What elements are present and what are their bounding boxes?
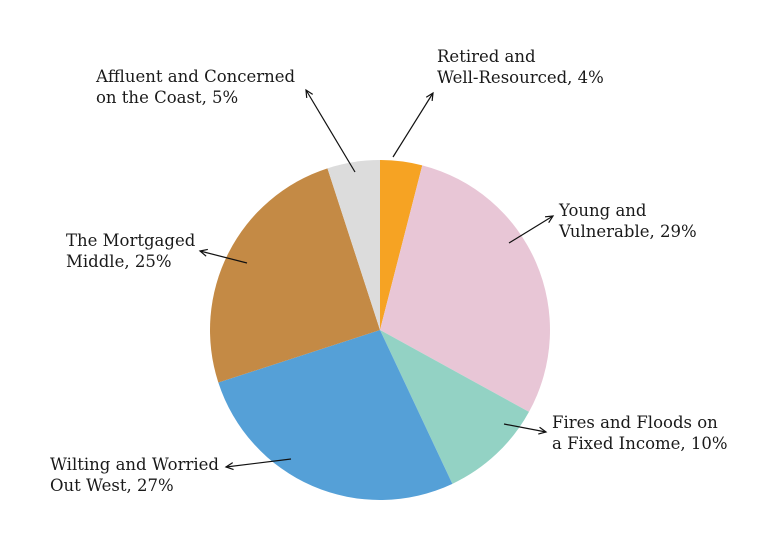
slice-labels: Retired and Well-Resourced, 4% Young and Vu…: [50, 47, 728, 495]
leader-affluent-and-concerned-on-the-coast: [305, 88, 356, 173]
leader-wilting-and-worried-out-west: [224, 458, 292, 471]
leader-fires-and-floods-on-a-fixed-income: [503, 423, 548, 435]
pie-slice-wilting-and-worried-out-west: [218, 330, 453, 500]
pie-slice-young-and-vulnerable: [380, 165, 550, 412]
label-affluent-and-concerned-on-the-coast: Affluent and Concerned on the Coast, 5%: [95, 67, 296, 107]
leader-young-and-vulnerable: [508, 215, 555, 244]
label-retired-and-well-resourced: Retired and Well-Resourced, 4%: [437, 47, 604, 87]
leader-the-mortgaged-middle: [198, 248, 248, 264]
pie-slices: [210, 160, 550, 500]
pie-slice-fires-and-floods-on-a-fixed-income: [380, 330, 529, 484]
leader-retired-and-well-resourced: [392, 91, 434, 158]
pie-slice-the-mortgaged-middle: [210, 168, 380, 383]
label-wilting-and-worried-out-west: Wilting and Worried Out West, 27%: [50, 455, 219, 495]
label-fires-and-floods-on-a-fixed-income: Fires and Floods on a Fixed Income, 10%: [552, 413, 728, 453]
pie-slice-retired-and-well-resourced: [380, 160, 423, 330]
leader-lines: [198, 88, 555, 471]
label-the-mortgaged-middle: The Mortgaged Middle, 25%: [66, 231, 196, 271]
pie-slice-affluent-and-concerned-on-the-coast: [327, 160, 380, 330]
label-young-and-vulnerable: Young and Vulnerable, 29%: [558, 201, 697, 241]
